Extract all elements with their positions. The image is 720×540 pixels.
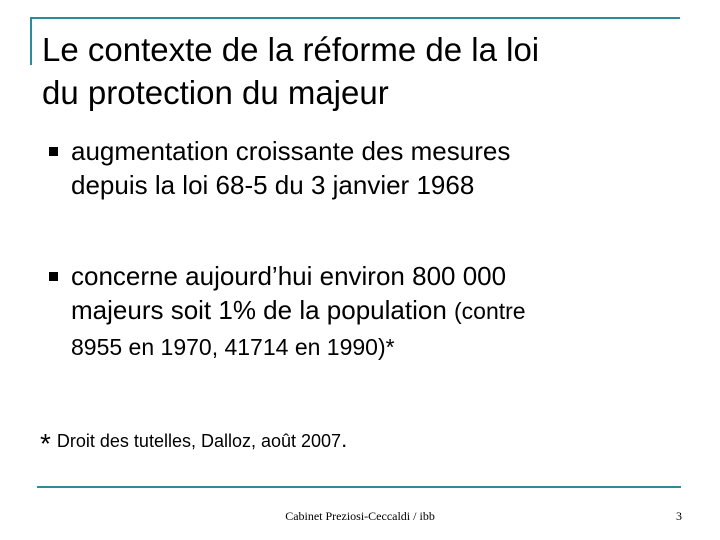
footnote-asterisk: *	[40, 428, 51, 459]
bullet-2-line-2-small: (contre	[454, 298, 526, 324]
square-bullet-icon	[49, 272, 58, 281]
bullet-1-line-2: depuis la loi 68-5 du 3 janvier 1968	[71, 170, 475, 200]
title-frame-left-rule	[30, 17, 32, 65]
square-bullet-icon	[49, 147, 58, 156]
slide-title: Le contexte de la réforme de la loi du p…	[42, 28, 682, 114]
footer-credit: Cabinet Preziosi-Ceccaldi / ibb	[285, 509, 435, 523]
title-frame-top-rule	[30, 17, 680, 19]
page-number: 3	[676, 509, 682, 523]
slide-title-line-1: Le contexte de la réforme de la loi	[42, 31, 540, 68]
bullet-text-1: augmentation croissante des mesures depu…	[71, 134, 691, 202]
bullet-2-line-3: 8955 en 1970, 41714 en 1990)*	[71, 334, 395, 360]
footnote-text: Droit des tutelles, Dalloz, août 2007	[56, 431, 342, 451]
footer-rule	[37, 486, 681, 488]
bullet-text-2: concerne aujourd’hui environ 800 000 maj…	[71, 259, 691, 366]
footnote-period: .	[341, 427, 348, 452]
footnote: * Droit des tutelles, Dalloz, août 2007.	[40, 425, 347, 459]
bullet-2-line-2: majeurs soit 1% de la population	[71, 295, 455, 325]
bullet-2-line-1: concerne aujourd’hui environ 800 000	[71, 261, 507, 291]
slide-title-line-2: du protection du majeur	[42, 74, 389, 111]
bullet-1-line-1: augmentation croissante des mesures	[71, 136, 511, 166]
